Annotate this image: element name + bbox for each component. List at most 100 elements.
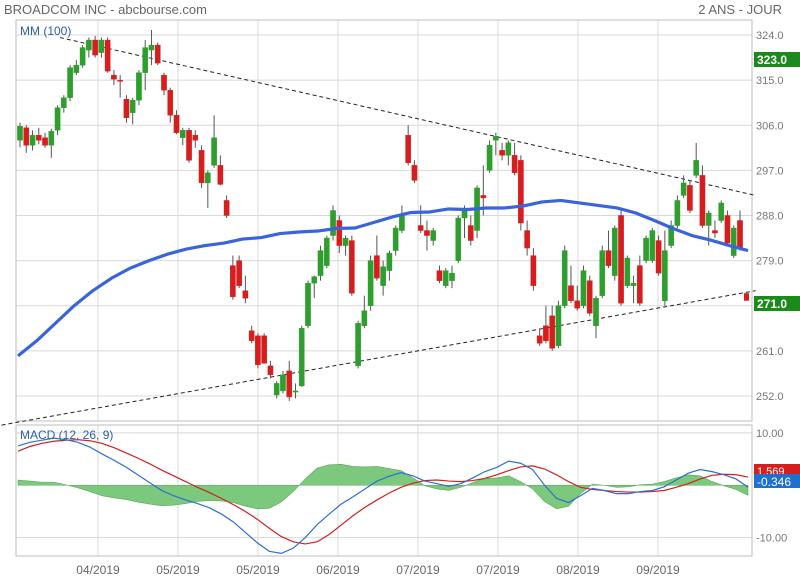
candle xyxy=(223,195,230,218)
price-tick-label: 288.0 xyxy=(756,210,784,222)
macd-tick-label: 10.00 xyxy=(756,428,784,440)
last-price-badge xyxy=(754,52,800,67)
candle xyxy=(236,255,242,289)
candle xyxy=(255,333,261,369)
candle xyxy=(505,140,512,166)
candle xyxy=(605,230,612,269)
candle xyxy=(493,132,499,156)
candle xyxy=(367,255,374,311)
candle xyxy=(430,228,437,246)
latest-candle xyxy=(744,293,749,301)
candle xyxy=(561,245,568,309)
price-tick-label: 297.0 xyxy=(756,165,784,177)
candle xyxy=(248,325,255,344)
candle xyxy=(574,285,581,311)
candle xyxy=(173,110,180,135)
candle xyxy=(361,295,368,329)
candle xyxy=(111,70,117,86)
current-price-badge xyxy=(754,296,800,311)
date-tick-label: 07/2019 xyxy=(476,563,520,577)
signal-line xyxy=(17,439,749,545)
candle xyxy=(342,235,349,256)
candle xyxy=(637,255,643,306)
candle xyxy=(123,95,130,123)
macd-axis: -10.00 10.00 xyxy=(756,428,787,545)
candle xyxy=(142,40,149,91)
current-price-label: 271.0 xyxy=(757,297,787,311)
candle xyxy=(61,95,67,113)
candle xyxy=(117,75,123,98)
candle xyxy=(411,160,418,183)
price-panel-frame xyxy=(15,19,753,422)
candle xyxy=(23,125,30,153)
trendline xyxy=(59,37,756,196)
candle xyxy=(511,142,518,176)
candle xyxy=(73,60,80,76)
candle xyxy=(467,215,474,246)
candle xyxy=(392,225,399,256)
candle xyxy=(35,127,42,145)
candle xyxy=(518,155,524,231)
macd-histogram xyxy=(17,463,749,510)
candle xyxy=(129,97,136,125)
candle xyxy=(292,383,299,399)
date-tick-label: 05/2019 xyxy=(156,563,200,577)
price-tick-label: 252.0 xyxy=(756,391,784,403)
candle xyxy=(718,200,725,224)
macd-value-label: -0.346 xyxy=(757,475,791,489)
candle xyxy=(211,115,217,168)
candles xyxy=(17,30,749,401)
candle xyxy=(48,128,55,158)
candle xyxy=(86,37,92,58)
candle xyxy=(442,268,449,289)
candle xyxy=(693,142,699,178)
candle xyxy=(17,122,23,148)
price-tick-label: 324.0 xyxy=(756,30,784,42)
candle xyxy=(79,45,86,68)
date-tick-label: 06/2019 xyxy=(316,563,360,577)
candle xyxy=(555,300,562,349)
candle xyxy=(417,205,424,234)
date-tick-label: 04/2019 xyxy=(76,563,120,577)
candle xyxy=(286,360,293,401)
candle xyxy=(242,275,249,304)
price-tick-label: 315.0 xyxy=(756,75,784,87)
candle xyxy=(486,140,493,173)
price-tick-label: 279.0 xyxy=(756,256,784,268)
candle xyxy=(449,265,455,289)
candle xyxy=(374,235,380,281)
candle xyxy=(649,228,656,264)
candle xyxy=(643,235,649,264)
macd-value-badge xyxy=(754,474,800,488)
date-tick-label: 08/2019 xyxy=(556,563,600,577)
moving-average-line xyxy=(16,198,749,358)
candle xyxy=(399,205,405,234)
chart-title: BROADCOM INC - abcbourse.com xyxy=(4,2,207,17)
candle xyxy=(662,230,668,306)
candle xyxy=(405,125,411,166)
candle xyxy=(267,360,274,379)
candle xyxy=(355,320,361,369)
candle xyxy=(217,155,224,186)
candle xyxy=(167,87,174,123)
candle xyxy=(655,235,662,276)
candle xyxy=(136,70,142,106)
candle xyxy=(624,255,631,289)
candle xyxy=(724,210,731,246)
candle xyxy=(543,305,549,344)
candle xyxy=(499,142,505,161)
candle xyxy=(280,370,286,394)
candle xyxy=(549,305,555,351)
candle xyxy=(186,127,192,163)
candle xyxy=(737,210,743,251)
candle xyxy=(323,235,330,269)
chart-period: 2 ANS - JOUR xyxy=(698,2,782,17)
candle xyxy=(205,170,211,208)
candle xyxy=(618,210,624,306)
candle xyxy=(54,105,61,136)
candle xyxy=(104,37,111,73)
candle xyxy=(192,130,199,148)
price-tick-label: 261.0 xyxy=(756,346,784,358)
candle xyxy=(380,260,386,296)
